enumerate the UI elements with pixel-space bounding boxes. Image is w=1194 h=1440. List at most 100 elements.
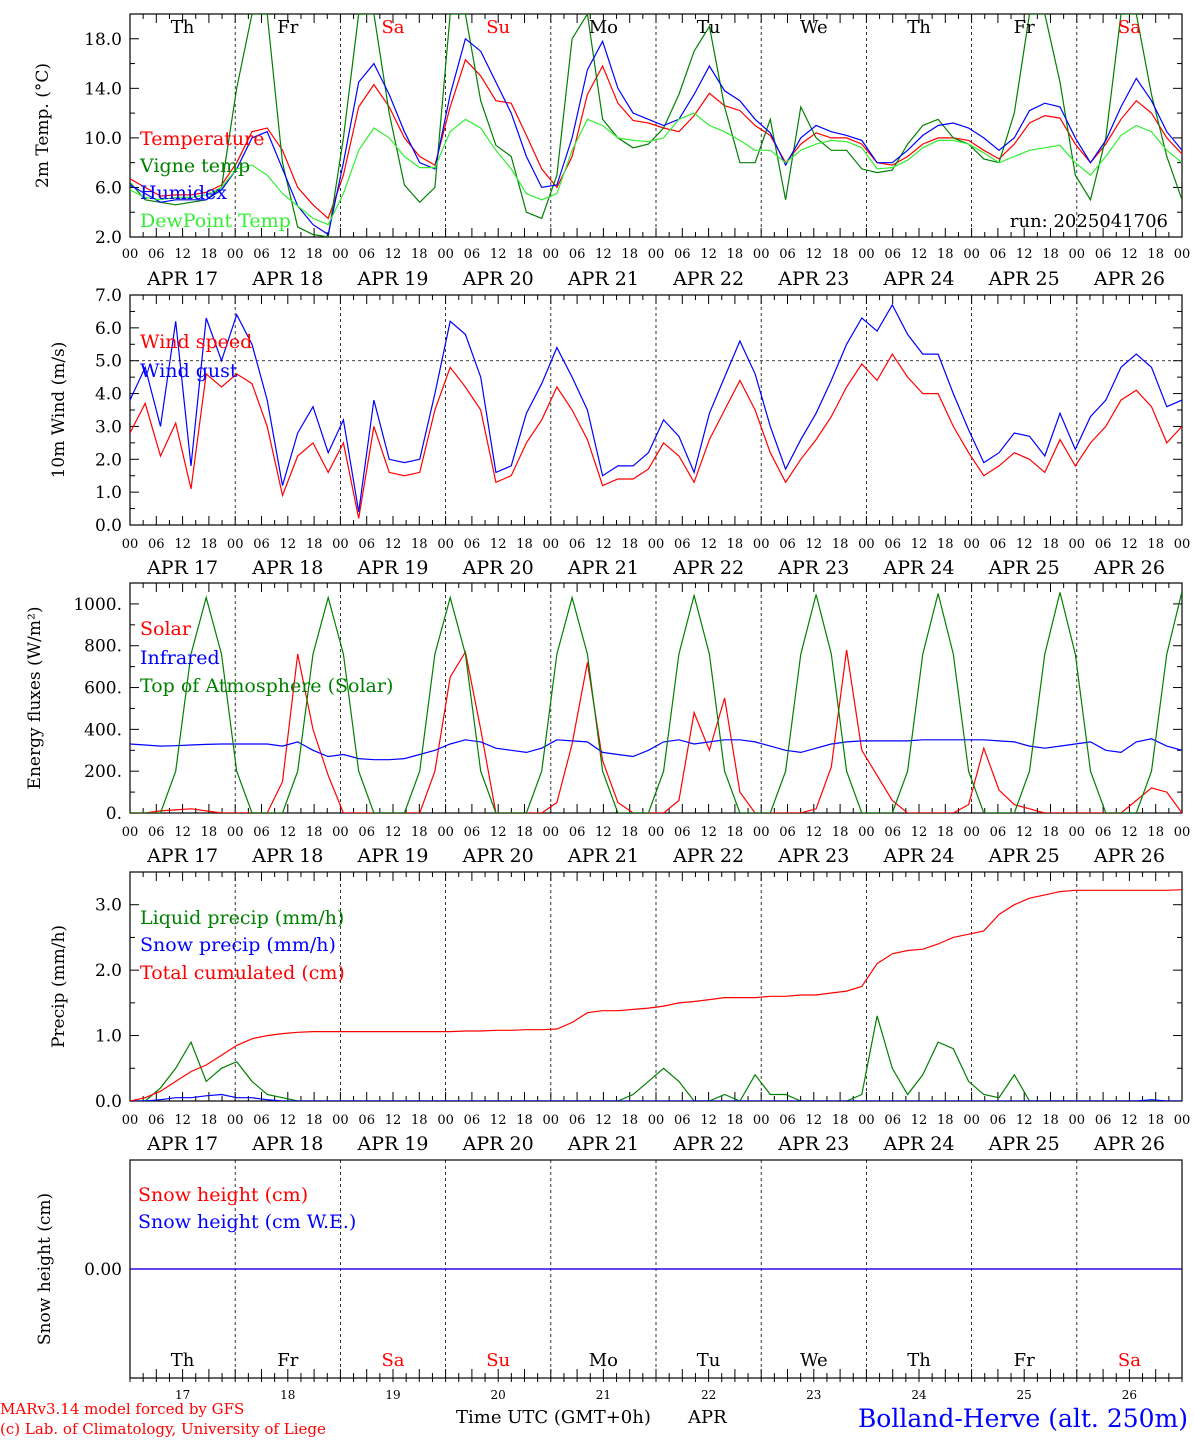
hour-tick-label: 00: [122, 1113, 139, 1128]
day-label: APR 22: [672, 1133, 744, 1155]
day-label: APR 23: [777, 1133, 849, 1155]
hour-tick-label: 18: [516, 537, 533, 552]
hour-tick-label: 00: [1069, 537, 1086, 552]
series-line-red: [130, 889, 1182, 1101]
y-tick-label: 600.: [84, 679, 122, 699]
hour-tick-label: 00: [648, 537, 665, 552]
hour-tick-label: 06: [1095, 537, 1112, 552]
hour-tick-label: 12: [806, 537, 823, 552]
hour-tick-label: 06: [464, 247, 481, 262]
y-tick-label: 0.0: [95, 1092, 122, 1112]
day-number: 26: [1122, 1388, 1137, 1402]
hour-tick-label: 12: [1121, 537, 1138, 552]
hour-tick-label: 12: [174, 825, 191, 840]
weekday-label: Fr: [1014, 17, 1035, 38]
y-tick-label: 2.0: [95, 228, 122, 248]
day-number: 25: [1017, 1388, 1032, 1402]
hour-tick-label: 12: [1016, 537, 1033, 552]
y-axis-title: 10m Wind (m/s): [49, 342, 69, 479]
series-line-blue: [130, 303, 1182, 512]
weekday-label: Tu: [697, 17, 721, 38]
hour-tick-label: 00: [858, 825, 875, 840]
hour-tick-label: 18: [937, 247, 954, 262]
hour-tick-label: 18: [201, 825, 218, 840]
y-tick-label: 10.0: [84, 129, 122, 149]
hour-tick-label: 06: [674, 825, 691, 840]
day-label: APR 19: [356, 557, 428, 579]
day-number: 22: [701, 1388, 716, 1402]
hour-tick-label: 06: [464, 825, 481, 840]
hour-tick-label: 18: [727, 1113, 744, 1128]
hour-tick-label: 12: [911, 1113, 928, 1128]
day-label: APR 23: [777, 845, 849, 867]
weekday-label: Sa: [381, 17, 404, 38]
weekday-label: We: [800, 17, 828, 38]
day-label: APR 21: [567, 557, 639, 579]
weekday-label: Sa: [381, 1350, 404, 1371]
series-line-blue: [130, 37, 1182, 236]
series-line-green: [130, 14, 1182, 237]
run-label: run: 2025041706: [1010, 211, 1168, 232]
weekday-label: Tu: [697, 1350, 721, 1371]
hour-tick-label: 00: [1069, 825, 1086, 840]
hour-tick-label: 06: [990, 247, 1007, 262]
hour-tick-label: 18: [1147, 537, 1164, 552]
hour-tick-label: 18: [621, 537, 638, 552]
day-label: APR 22: [672, 557, 744, 579]
hour-tick-label: 06: [253, 537, 270, 552]
hour-tick-label: 12: [595, 537, 612, 552]
hour-tick-label: 00: [963, 537, 980, 552]
hour-tick-label: 00: [753, 247, 770, 262]
hour-tick-label: 00: [437, 247, 454, 262]
day-label: APR 20: [462, 845, 534, 867]
hour-tick-label: 18: [1042, 1113, 1059, 1128]
hour-tick-label: 12: [490, 247, 507, 262]
hour-tick-label: 18: [1147, 825, 1164, 840]
legend-entry: Snow precip (mm/h): [140, 934, 336, 956]
hour-tick-label: 06: [569, 1113, 586, 1128]
series-line-lightgreen: [130, 112, 1182, 226]
series-line-green: [130, 591, 1182, 813]
series-line-blue: [130, 738, 1182, 761]
weekday-label: Th: [171, 1350, 195, 1371]
day-label: APR 19: [356, 268, 428, 290]
hour-tick-label: 00: [227, 1113, 244, 1128]
series-group: [130, 14, 1182, 237]
y-tick-label: 5.0: [95, 352, 122, 372]
series-line-red: [130, 649, 1182, 813]
hour-tick-label: 18: [832, 825, 849, 840]
day-label: APR 17: [146, 1133, 218, 1155]
hour-tick-label: 18: [621, 247, 638, 262]
hour-tick-label: 18: [937, 537, 954, 552]
hour-tick-label: 12: [1016, 1113, 1033, 1128]
hour-tick-label: 12: [806, 1113, 823, 1128]
hour-tick-label: 12: [174, 1113, 191, 1128]
legend-entry: Infrared: [140, 647, 220, 669]
hour-tick-label: 06: [779, 537, 796, 552]
hour-tick-label: 06: [569, 247, 586, 262]
hour-tick-label: 18: [306, 247, 323, 262]
legend-entry: Liquid precip (mm/h): [140, 907, 344, 929]
day-label: APR 18: [251, 1133, 323, 1155]
day-label: APR 20: [462, 268, 534, 290]
day-label: APR 25: [988, 845, 1060, 867]
series-group: [130, 303, 1182, 519]
hour-tick-label: 00: [858, 537, 875, 552]
credit-line: MARv3.14 model forced by GFS: [0, 1400, 244, 1418]
y-tick-label: 2.0: [95, 450, 122, 470]
hour-tick-label: 18: [201, 537, 218, 552]
weekday-label: Fr: [1014, 1350, 1035, 1371]
hour-tick-label: 06: [884, 247, 901, 262]
hour-tick-label: 00: [122, 825, 139, 840]
hour-tick-label: 00: [227, 825, 244, 840]
hour-tick-label: 00: [753, 1113, 770, 1128]
hour-tick-label: 18: [832, 537, 849, 552]
hour-tick-label: 12: [280, 537, 297, 552]
station-label: Bolland-Herve (alt. 250m): [858, 1404, 1188, 1433]
hour-tick-label: 06: [674, 247, 691, 262]
hour-tick-label: 12: [700, 537, 717, 552]
hour-tick-label: 00: [332, 247, 349, 262]
y-tick-label: 1.0: [95, 483, 122, 503]
hour-tick-label: 00: [753, 825, 770, 840]
x-axis-title: Time UTC (GMT+0h): [456, 1407, 651, 1428]
